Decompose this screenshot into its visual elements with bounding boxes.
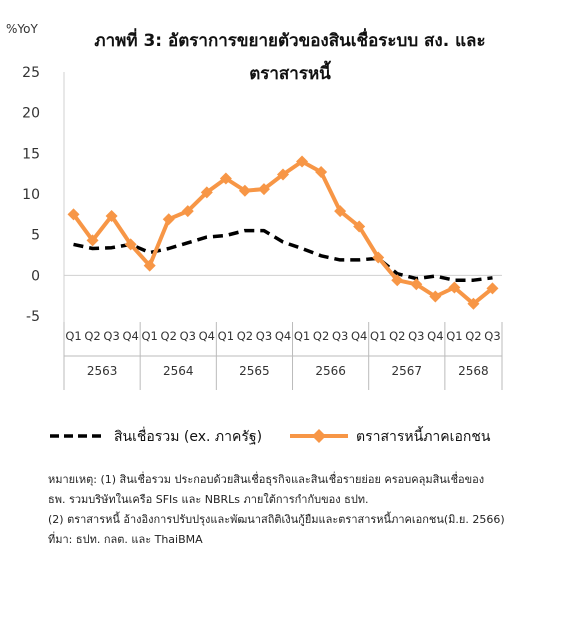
series-point-bonds: [67, 208, 80, 221]
series-point-bonds: [181, 205, 194, 218]
note-line-1: หมายเหตุ: (1) สินเชื่อรวม ประกอบด้วยสินเ…: [48, 473, 485, 486]
series-point-bonds: [124, 238, 137, 251]
quarter-tick-label: Q2: [84, 329, 100, 343]
series-point-bonds: [353, 220, 366, 233]
quarter-tick-label: Q2: [313, 329, 329, 343]
year-tick-label: 2566: [315, 364, 346, 378]
series-point-bonds: [486, 282, 499, 295]
quarter-tick-label: Q4: [351, 329, 367, 343]
chart-notes: หมายเหตุ: (1) สินเชื่อรวม ประกอบด้วยสินเ…: [48, 470, 568, 550]
quarter-tick-label: Q3: [332, 329, 348, 343]
quarter-tick-label: Q3: [180, 329, 196, 343]
quarter-tick-label: Q1: [218, 329, 234, 343]
quarter-tick-label: Q3: [103, 329, 119, 343]
legend-diamond-swatch: [290, 429, 348, 443]
chart-title-line1: ภาพที่ 3: อัตราการขยายตัวของสินเชื่อระบบ…: [94, 31, 486, 51]
legend-label-loans: สินเชื่อรวม (ex. ภาครัฐ): [114, 429, 263, 445]
series-point-bonds: [448, 281, 461, 294]
legend-dashed-swatch: [50, 434, 106, 438]
year-tick-label: 2568: [458, 364, 489, 378]
y-tick-label: 15: [22, 146, 40, 162]
quarter-tick-label: Q4: [427, 329, 443, 343]
series-point-bonds: [257, 183, 270, 196]
y-tick-label: 0: [31, 268, 40, 284]
year-tick-label: 2567: [392, 364, 423, 378]
quarter-tick-label: Q4: [122, 329, 138, 343]
series-point-bonds: [200, 186, 213, 199]
series-point-bonds: [391, 274, 404, 287]
quarter-tick-label: Q1: [370, 329, 386, 343]
series-line-loans: [73, 228, 493, 282]
series-point-bonds: [143, 259, 156, 272]
series-point-bonds: [105, 209, 118, 222]
y-tick-label: 20: [22, 106, 40, 122]
series-point-bonds: [372, 251, 385, 264]
year-tick-label: 2564: [163, 364, 194, 378]
quarter-tick-label: Q1: [294, 329, 310, 343]
chart-title-line2: ตราสารหนี้: [249, 64, 331, 84]
quarter-tick-label: Q3: [484, 329, 500, 343]
quarter-tick-label: Q4: [199, 329, 215, 343]
series-point-bonds: [467, 297, 480, 310]
series-point-bonds: [162, 213, 175, 226]
note-line-2: ธพ. รวมบริษัทในเครือ SFIs และ NBRLs ภายใ…: [48, 493, 369, 506]
quarter-tick-label: Q3: [408, 329, 424, 343]
quarter-tick-label: Q2: [389, 329, 405, 343]
series-point-bonds: [277, 168, 289, 181]
legend-label-bonds: ตราสารหนี้ภาคเอกชน: [356, 429, 491, 445]
quarter-tick-label: Q2: [465, 329, 481, 343]
y-tick-label: -5: [26, 309, 40, 325]
quarter-tick-label: Q2: [237, 329, 253, 343]
y-axis-unit-label: %YoY: [6, 22, 38, 36]
quarter-tick-label: Q2: [161, 329, 177, 343]
series-point-bonds: [238, 184, 251, 197]
note-line-4: ที่มา: ธปท. กลต. และ ThaiBMA: [48, 533, 203, 546]
quarter-tick-label: Q1: [446, 329, 462, 343]
series-point-bonds: [296, 155, 309, 168]
y-tick-label: 5: [31, 228, 40, 244]
series-point-bonds: [86, 234, 99, 247]
series-point-bonds: [429, 290, 442, 303]
year-tick-label: 2563: [87, 364, 118, 378]
y-tick-label: 25: [22, 65, 40, 81]
quarter-tick-label: Q1: [142, 329, 158, 343]
quarter-tick-label: Q1: [65, 329, 81, 343]
quarter-tick-label: Q4: [275, 329, 291, 343]
note-line-3: (2) ตราสารหนี้ อ้างอิงการปรับปรุงและพัฒน…: [48, 513, 505, 526]
series-line-bonds: [71, 159, 494, 306]
series-point-bonds: [219, 172, 232, 185]
series-point-bonds: [334, 205, 347, 218]
series-point-bonds: [315, 166, 328, 179]
year-tick-label: 2565: [239, 364, 270, 378]
y-tick-label: 10: [22, 187, 40, 203]
series-point-bonds: [410, 278, 423, 291]
quarter-tick-label: Q3: [256, 329, 272, 343]
